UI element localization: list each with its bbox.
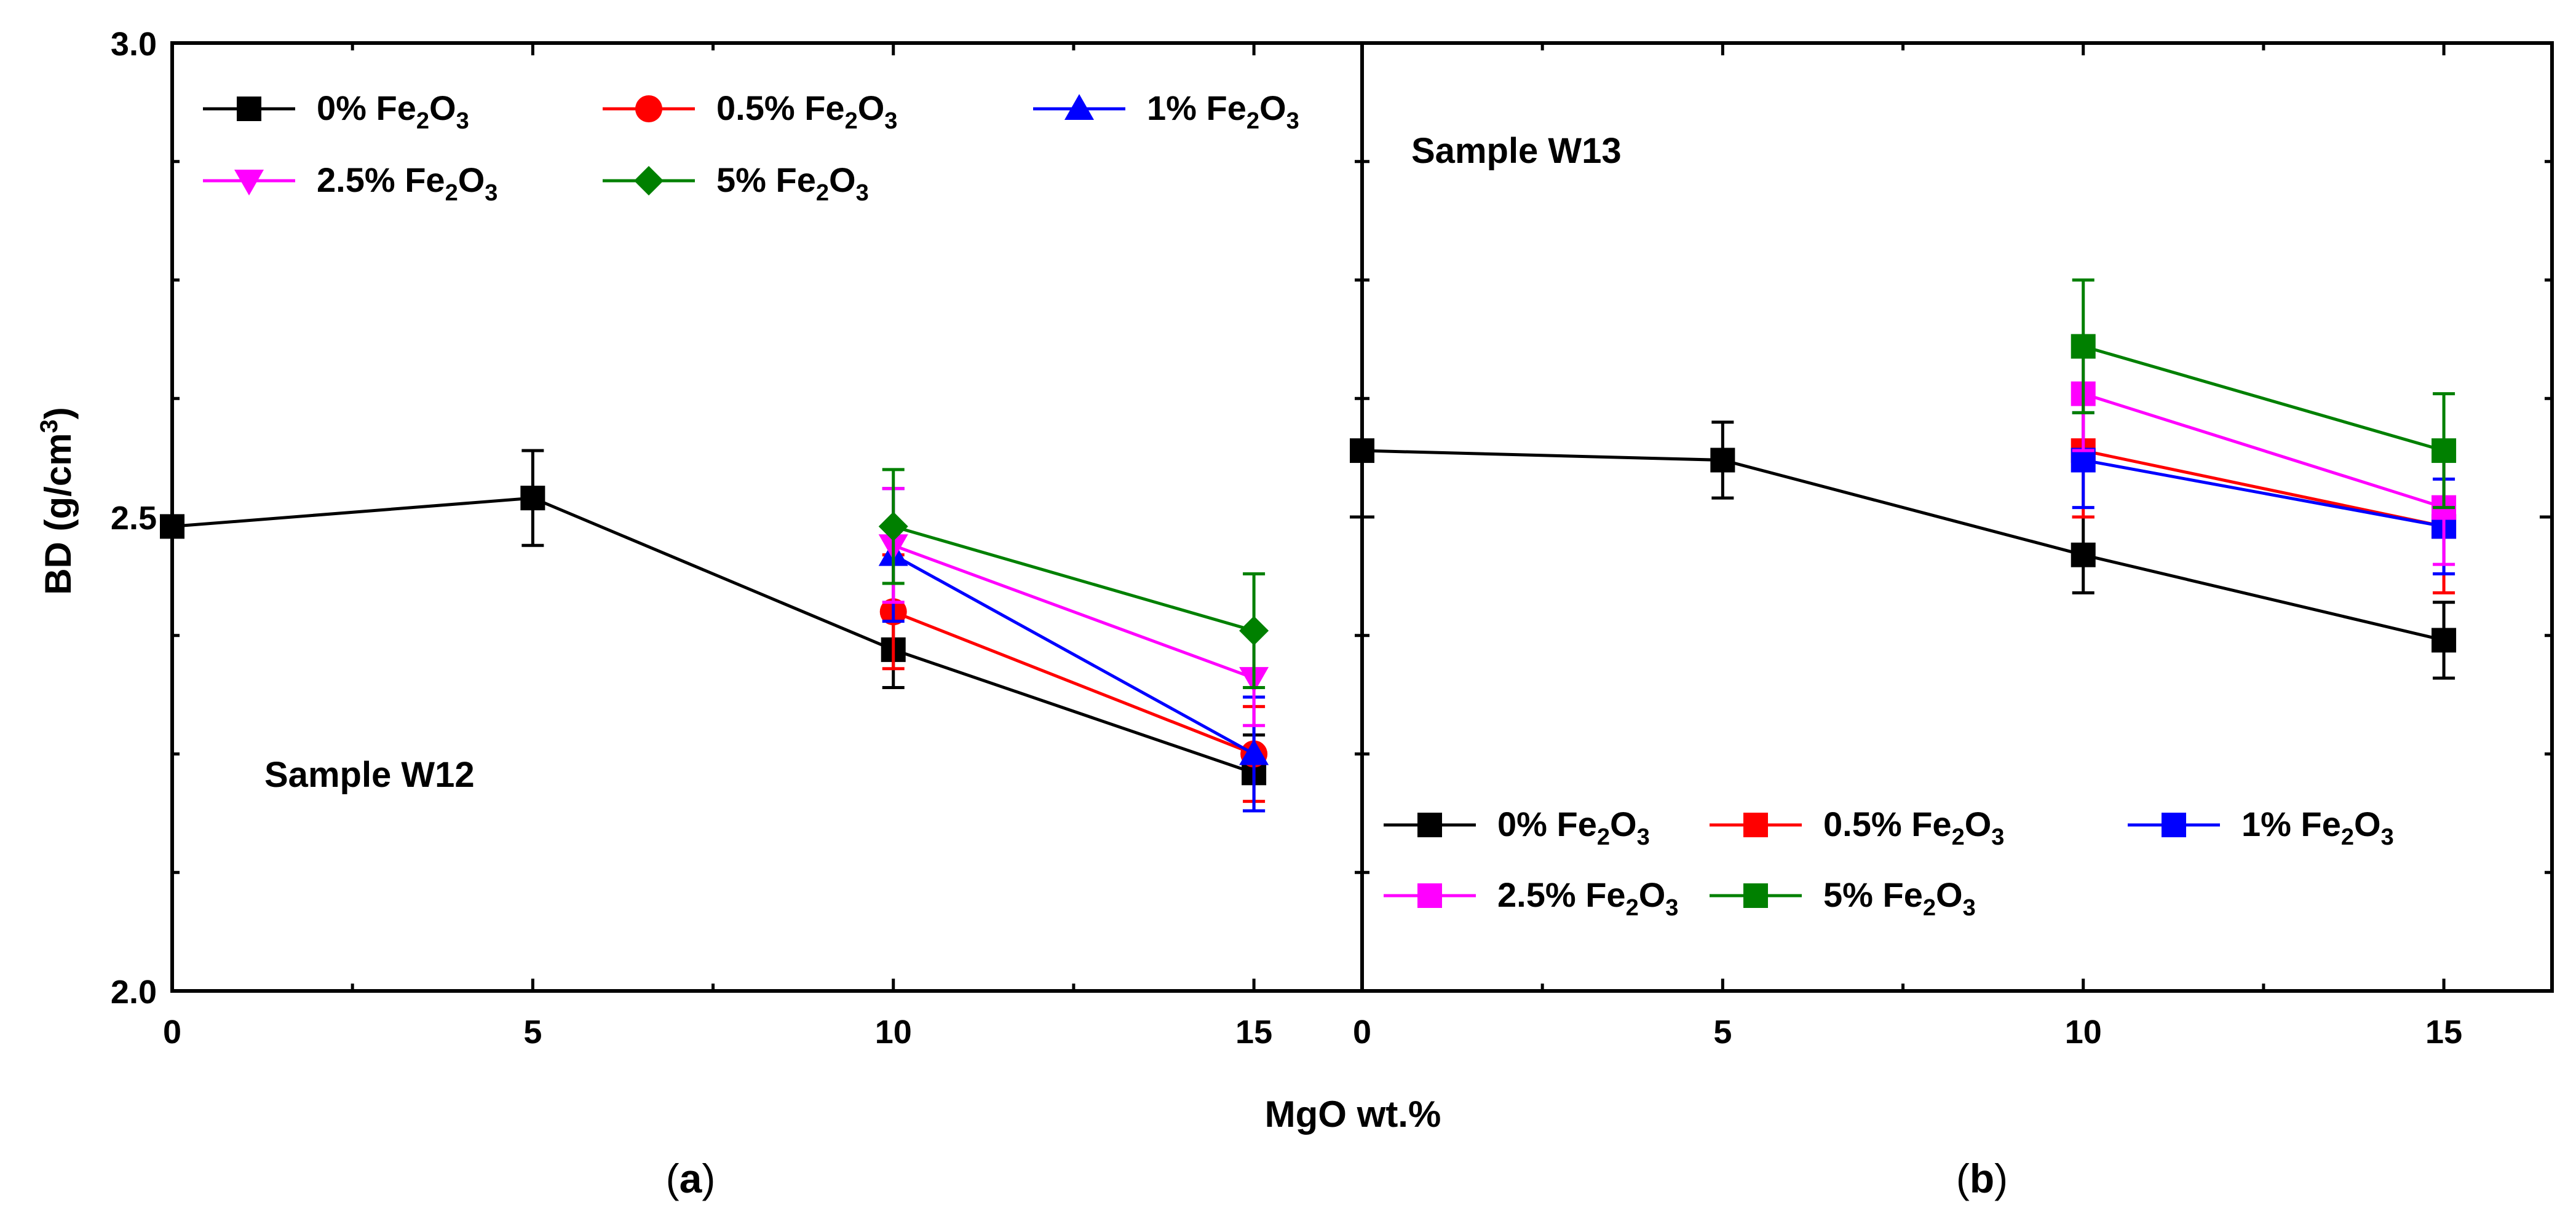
legend-label: 0% Fe2O3 bbox=[317, 89, 469, 134]
legend-label: 0.5% Fe2O3 bbox=[1823, 805, 2004, 850]
legend-label: 0% Fe2O3 bbox=[1497, 805, 1650, 850]
legend-item: 0% Fe2O3 bbox=[203, 89, 469, 134]
legend-label: 1% Fe2O3 bbox=[2241, 805, 2394, 850]
series-line bbox=[2083, 459, 2444, 528]
series-3 bbox=[2071, 335, 2457, 566]
x-tick-label: 15 bbox=[1235, 1014, 1272, 1051]
series-line bbox=[2082, 392, 2444, 509]
x-tick-label: 0 bbox=[1353, 1014, 1371, 1051]
series-1 bbox=[879, 553, 1268, 803]
x-axis-label: MgO wt.% bbox=[1265, 1094, 1441, 1135]
x-tick-label: 5 bbox=[1713, 1014, 1732, 1051]
data-point bbox=[1239, 739, 1269, 765]
legend-marker bbox=[234, 170, 264, 195]
x-tick-label: 0 bbox=[163, 1014, 181, 1051]
data-point bbox=[878, 511, 908, 542]
legend-marker bbox=[634, 166, 664, 195]
series-4 bbox=[2071, 278, 2457, 510]
caption-b: (b) bbox=[1956, 1156, 2008, 1201]
data-point bbox=[2431, 628, 2457, 653]
y-tick-label: 2.5 bbox=[111, 500, 157, 537]
series-3 bbox=[878, 487, 1269, 727]
legend-marker bbox=[1417, 883, 1442, 908]
data-point bbox=[2071, 542, 2096, 567]
legend-item: 1% Fe2O3 bbox=[2128, 805, 2394, 850]
x-tick-label: 10 bbox=[875, 1014, 912, 1051]
legend: 0% Fe2O3 0.5% Fe2O3 1% Fe2O3 2.5% Fe2O3 5% F… bbox=[1384, 805, 2394, 921]
legend-label: 1% Fe2O3 bbox=[1147, 89, 1299, 134]
x-tick-label: 15 bbox=[2425, 1014, 2462, 1051]
panel-b: 0 5 10 15 Sample W13 0% Fe2O3 0.5% Fe2O3 1% Fe2… bbox=[1350, 41, 2554, 1051]
legend-marker bbox=[2162, 813, 2186, 837]
y-axis-label: BD (g/cm3) bbox=[36, 407, 79, 595]
legend-marker bbox=[1743, 813, 1768, 837]
series-line bbox=[2083, 449, 2444, 528]
legend-item: 5% Fe2O3 bbox=[603, 160, 869, 206]
legend-marker bbox=[237, 97, 261, 121]
legend-item: 1% Fe2O3 bbox=[1033, 89, 1299, 134]
y-tick-label: 2.0 bbox=[111, 974, 157, 1011]
data-point bbox=[2431, 438, 2457, 464]
legend: 0% Fe2O3 0.5% Fe2O3 1% Fe2O3 2.5% Fe2O3 5% F… bbox=[203, 89, 1299, 206]
series-line bbox=[893, 525, 1254, 633]
series-line bbox=[892, 543, 1254, 680]
series-1 bbox=[2071, 382, 2457, 594]
panel-a: 0 5 10 15 2.0 2.5 3.0 Sample W12 0% Fe2O3 0.5% Fe… bbox=[111, 26, 1364, 1051]
legend-label: 5% Fe2O3 bbox=[716, 160, 869, 206]
y-tick-label: 3.0 bbox=[111, 26, 157, 63]
legend-label: 2.5% Fe2O3 bbox=[1497, 875, 1678, 921]
data-point bbox=[520, 486, 545, 511]
series-line bbox=[892, 610, 1255, 755]
series-4 bbox=[878, 468, 1269, 690]
sample-title: Sample W12 bbox=[264, 755, 475, 795]
data-point bbox=[160, 514, 184, 539]
legend-label: 2.5% Fe2O3 bbox=[317, 160, 497, 206]
legend-item: 0% Fe2O3 bbox=[1384, 805, 1650, 850]
x-tick-label: 10 bbox=[2065, 1014, 2102, 1051]
data-point bbox=[1710, 448, 1735, 473]
legend-item: 2.5% Fe2O3 bbox=[203, 160, 497, 206]
legend-item: 0.5% Fe2O3 bbox=[1710, 805, 2004, 850]
legend-marker bbox=[1064, 94, 1094, 120]
data-point bbox=[2071, 334, 2096, 359]
data-point bbox=[1239, 616, 1269, 646]
legend-label: 0.5% Fe2O3 bbox=[716, 89, 897, 134]
x-tick-label: 5 bbox=[523, 1014, 542, 1051]
caption-a: (a) bbox=[666, 1156, 716, 1201]
data-point bbox=[1350, 438, 1374, 464]
series-line bbox=[892, 553, 1255, 755]
legend-label: 5% Fe2O3 bbox=[1823, 875, 1976, 921]
legend-item: 5% Fe2O3 bbox=[1710, 875, 1976, 921]
legend-item: 0.5% Fe2O3 bbox=[603, 89, 897, 134]
legend-item: 2.5% Fe2O3 bbox=[1384, 875, 1678, 921]
series-line bbox=[1361, 449, 2444, 642]
series-2 bbox=[878, 487, 1269, 813]
legend-marker bbox=[1417, 813, 1442, 837]
series-line bbox=[2083, 345, 2444, 452]
legend-marker bbox=[1743, 883, 1768, 908]
series-line bbox=[172, 496, 1254, 775]
series-0 bbox=[1350, 420, 2457, 680]
sample-title: Sample W13 bbox=[1411, 131, 1622, 171]
legend-marker bbox=[635, 95, 662, 122]
